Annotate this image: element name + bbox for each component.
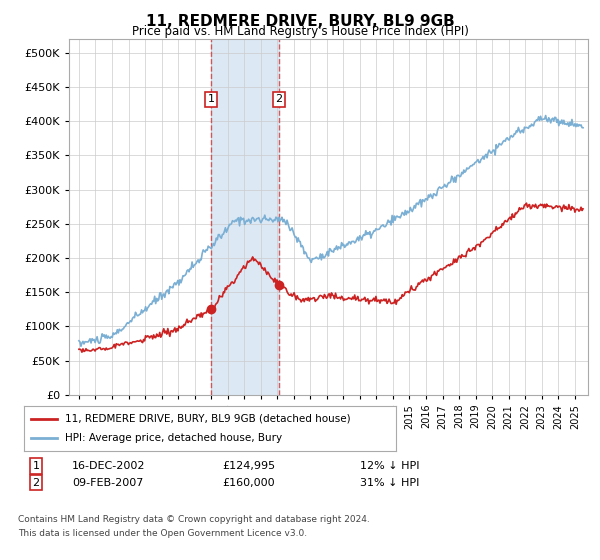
Text: 12% ↓ HPI: 12% ↓ HPI	[360, 461, 419, 471]
Bar	[211, 39, 279, 395]
Text: Contains HM Land Registry data © Crown copyright and database right 2024.: Contains HM Land Registry data © Crown c…	[18, 515, 370, 524]
Text: 31% ↓ HPI: 31% ↓ HPI	[360, 478, 419, 488]
Text: £160,000: £160,000	[222, 478, 275, 488]
Text: 16-DEC-2002: 16-DEC-2002	[72, 461, 146, 471]
Text: 1: 1	[32, 461, 40, 471]
Text: 11, REDMERE DRIVE, BURY, BL9 9GB (detached house): 11, REDMERE DRIVE, BURY, BL9 9GB (detach…	[65, 413, 350, 423]
Text: HPI: Average price, detached house, Bury: HPI: Average price, detached house, Bury	[65, 433, 282, 444]
Text: 09-FEB-2007: 09-FEB-2007	[72, 478, 143, 488]
Text: This data is licensed under the Open Government Licence v3.0.: This data is licensed under the Open Gov…	[18, 529, 307, 538]
Text: 11, REDMERE DRIVE, BURY, BL9 9GB: 11, REDMERE DRIVE, BURY, BL9 9GB	[146, 14, 454, 29]
Text: Price paid vs. HM Land Registry's House Price Index (HPI): Price paid vs. HM Land Registry's House …	[131, 25, 469, 38]
Text: 2: 2	[275, 95, 283, 104]
Text: 2: 2	[32, 478, 40, 488]
Text: 1: 1	[208, 95, 215, 104]
Text: £124,995: £124,995	[222, 461, 275, 471]
